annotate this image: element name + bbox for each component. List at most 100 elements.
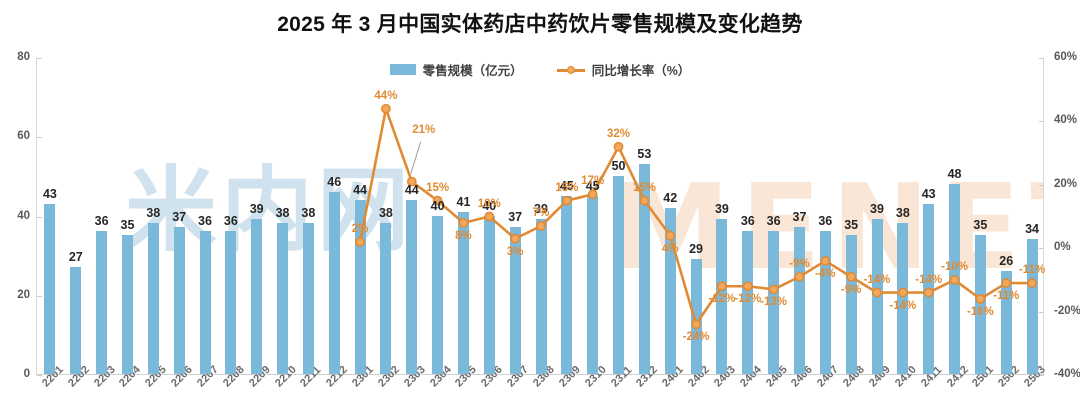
- growth-rate-label-2312: 15%: [632, 181, 656, 194]
- y-left-tick-mark: [37, 216, 42, 218]
- line-point-2404[interactable]: [742, 281, 753, 292]
- bar-2401[interactable]: [664, 207, 676, 374]
- bar-2203[interactable]: [96, 231, 108, 374]
- bar-value-label-2312: 53: [637, 146, 652, 161]
- line-point-2303[interactable]: [406, 176, 417, 187]
- bar-2209[interactable]: [251, 219, 263, 374]
- legend-line-swatch-icon: [556, 64, 585, 75]
- bar-2302[interactable]: [380, 223, 392, 374]
- line-point-2309[interactable]: [561, 195, 572, 206]
- bar-2204[interactable]: [121, 235, 133, 374]
- line-point-2406[interactable]: [794, 271, 805, 282]
- growth-rate-label-2302: 44%: [374, 89, 398, 102]
- growth-rate-label-2503: -11%: [1018, 264, 1046, 277]
- line-layer: [37, 58, 1043, 374]
- bar-value-label-2503: 34: [1025, 222, 1040, 237]
- growth-rate-label-2411: -14%: [915, 273, 943, 286]
- y-left-tick-mark: [37, 58, 42, 59]
- bar-2408[interactable]: [845, 235, 857, 374]
- line-point-2411[interactable]: [923, 287, 934, 298]
- bar-value-label-2207: 36: [198, 214, 212, 229]
- bar-value-label-2401: 42: [663, 190, 678, 205]
- legend-item-bar[interactable]: 零售规模（亿元）: [389, 60, 523, 79]
- bar-2501[interactable]: [974, 235, 986, 374]
- bar-2406[interactable]: [793, 227, 805, 374]
- bar-2405[interactable]: [768, 231, 780, 374]
- bar-2310[interactable]: [587, 195, 599, 374]
- line-point-2503[interactable]: [1027, 278, 1037, 288]
- bar-value-label-2310: 45: [585, 178, 600, 193]
- growth-rate-label-2307: 3%: [506, 245, 524, 258]
- bar-2404[interactable]: [742, 231, 754, 374]
- growth-rate-label-2402: -24%: [682, 331, 710, 344]
- line-point-2310[interactable]: [587, 189, 598, 200]
- line-point-2408[interactable]: [846, 271, 857, 282]
- line-point-2409[interactable]: [872, 287, 882, 298]
- bar-value-label-2205: 38: [146, 206, 161, 221]
- bar-2306[interactable]: [483, 215, 495, 374]
- bar-2503[interactable]: [1026, 239, 1038, 374]
- bar-2304[interactable]: [432, 215, 444, 374]
- bar-value-label-2410: 38: [895, 206, 910, 221]
- bar-2410[interactable]: [897, 223, 909, 374]
- bar-2308[interactable]: [535, 219, 547, 374]
- y-right-tick-40pct: 40%: [1054, 114, 1078, 127]
- bar-value-label-2202: 27: [68, 250, 83, 264]
- y-right-tick-mark: [1039, 184, 1044, 186]
- growth-rate-label-2409: -14%: [863, 273, 891, 286]
- line-point-2312[interactable]: [639, 195, 650, 206]
- legend-item-line[interactable]: 同比增长率（%）: [556, 60, 690, 79]
- line-point-2407[interactable]: [820, 255, 831, 266]
- growth-rate-label-2303: 21%: [412, 123, 436, 136]
- line-point-2401[interactable]: [665, 230, 676, 241]
- bar-2305[interactable]: [457, 211, 469, 374]
- line-point-2308[interactable]: [536, 221, 546, 231]
- bar-2201[interactable]: [44, 203, 56, 374]
- bar-2208[interactable]: [225, 231, 237, 374]
- bar-2202[interactable]: [70, 267, 82, 374]
- line-point-2306[interactable]: [484, 211, 495, 222]
- bar-2301[interactable]: [354, 199, 366, 374]
- bar-value-label-2501: 35: [973, 218, 988, 233]
- line-point-2301[interactable]: [355, 236, 365, 247]
- line-point-2402[interactable]: [691, 319, 701, 330]
- callout-leader-line: [410, 141, 422, 174]
- bar-2303[interactable]: [406, 199, 418, 374]
- bar-2407[interactable]: [819, 231, 831, 374]
- growth-rate-label-2406: -9%: [789, 257, 810, 270]
- line-point-2403[interactable]: [717, 281, 727, 292]
- bar-2312[interactable]: [638, 164, 650, 374]
- growth-rate-label-2501: -16%: [966, 305, 994, 318]
- bar-2307[interactable]: [509, 227, 521, 374]
- bar-2403[interactable]: [716, 219, 728, 374]
- y-right-tick--20pct: -20%: [1054, 304, 1080, 317]
- bar-2402[interactable]: [690, 259, 702, 374]
- bar-2207[interactable]: [199, 231, 211, 374]
- line-point-2502[interactable]: [1001, 278, 1012, 288]
- growth-rate-label-2404: -12%: [734, 293, 762, 306]
- bar-value-label-2307: 37: [508, 210, 523, 225]
- bar-2211[interactable]: [302, 223, 314, 374]
- line-point-2304[interactable]: [432, 195, 443, 206]
- y-right-tick--40pct: -40%: [1054, 368, 1080, 380]
- bar-value-label-2303: 44: [404, 182, 419, 197]
- bar-2205[interactable]: [147, 223, 159, 374]
- line-point-2410[interactable]: [897, 287, 908, 298]
- line-point-2307[interactable]: [510, 233, 521, 244]
- bar-2502[interactable]: [1000, 270, 1012, 374]
- line-point-2311[interactable]: [613, 141, 624, 152]
- line-point-2302[interactable]: [381, 103, 391, 114]
- bar-2206[interactable]: [173, 227, 185, 374]
- line-point-2305[interactable]: [458, 217, 469, 228]
- bar-2212[interactable]: [328, 191, 340, 374]
- growth-rate-label-2304: 15%: [426, 181, 450, 194]
- bar-2311[interactable]: [613, 175, 625, 374]
- line-point-2501[interactable]: [975, 294, 986, 304]
- bar-2309[interactable]: [561, 195, 573, 374]
- bar-value-label-2209: 39: [249, 202, 264, 217]
- bar-value-label-2309: 45: [559, 178, 574, 193]
- line-point-2412[interactable]: [949, 274, 960, 285]
- y-left-tick-mark: [37, 137, 42, 139]
- line-point-2405[interactable]: [768, 284, 779, 295]
- bar-2210[interactable]: [277, 223, 289, 374]
